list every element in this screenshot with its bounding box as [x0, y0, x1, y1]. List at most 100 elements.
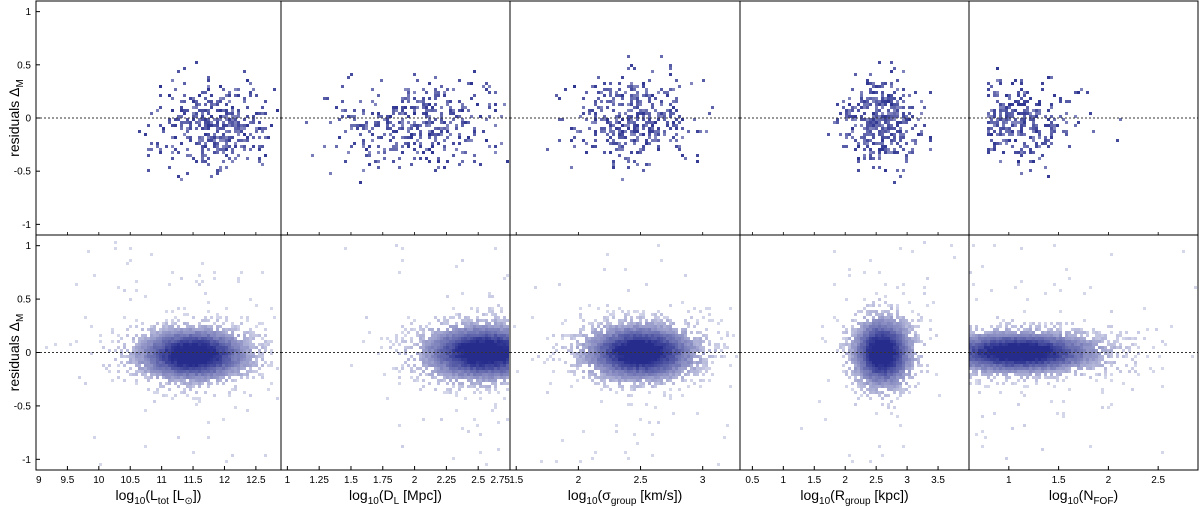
density-bin: [627, 367, 630, 370]
data-bin: [473, 160, 476, 163]
data-bin: [657, 130, 660, 133]
density-bin: [603, 334, 606, 337]
data-bin: [234, 130, 237, 133]
data-bin: [195, 127, 198, 130]
data-bin: [243, 127, 246, 130]
density-bin: [464, 376, 467, 379]
data-bin: [377, 112, 380, 115]
density-bin: [189, 376, 192, 379]
density-bin: [168, 376, 171, 379]
density-bin: [213, 361, 216, 364]
data-bin: [630, 139, 633, 142]
density-bin: [264, 334, 267, 337]
density-bin: [234, 343, 237, 346]
density-bin: [645, 325, 648, 328]
density-bin: [678, 388, 681, 391]
density-bin: [645, 334, 648, 337]
density-bin: [597, 331, 600, 334]
data-bin: [398, 121, 401, 124]
data-bin: [654, 133, 657, 136]
density-bin: [228, 376, 231, 379]
density-bin: [195, 403, 198, 406]
density-bin: [225, 334, 228, 337]
density-bin: [168, 325, 171, 328]
density-bin: [896, 304, 899, 307]
density-bin: [651, 385, 654, 388]
density-bin: [240, 343, 243, 346]
data-bin: [687, 130, 690, 133]
density-bin: [902, 331, 905, 334]
density-bin: [606, 367, 609, 370]
density-bin: [717, 331, 720, 334]
density-bin: [848, 355, 851, 358]
data-bin: [440, 127, 443, 130]
density-bin: [543, 361, 546, 364]
density-bin: [237, 328, 240, 331]
density-bin: [192, 328, 195, 331]
density-bin: [503, 325, 506, 328]
density-bin: [633, 349, 636, 352]
density-bin: [270, 364, 273, 367]
density-bin: [485, 325, 488, 328]
density-bin: [126, 361, 129, 364]
density-bin: [216, 328, 219, 331]
data-bin: [219, 127, 222, 130]
data-bin: [368, 145, 371, 148]
density-bin: [881, 367, 884, 370]
density-bin: [503, 370, 506, 373]
density-bin: [207, 379, 210, 382]
data-bin: [869, 103, 872, 106]
density-bin: [699, 355, 702, 358]
density-bin: [192, 397, 195, 400]
density-bin: [869, 361, 872, 364]
density-bin: [857, 343, 860, 346]
density-bin: [881, 313, 884, 316]
density-bin: [866, 358, 869, 361]
density-bin: [443, 334, 446, 337]
density-bin: [150, 367, 153, 370]
density-bin: [135, 352, 138, 355]
data-bin: [488, 91, 491, 94]
density-bin: [216, 352, 219, 355]
density-bin: [494, 388, 497, 391]
density-bin: [210, 343, 213, 346]
density-bin: [401, 340, 404, 343]
density-bin: [270, 349, 273, 352]
density-bin: [216, 340, 219, 343]
data-bin: [881, 133, 884, 136]
density-bin: [455, 352, 458, 355]
data-bin: [416, 127, 419, 130]
density-bin: [854, 319, 857, 322]
density-bin: [648, 343, 651, 346]
density-bin: [657, 340, 660, 343]
density-bin: [902, 316, 905, 319]
density-bin: [624, 352, 627, 355]
density-bin: [482, 367, 485, 370]
density-bin: [624, 328, 627, 331]
density-bin: [920, 316, 923, 319]
data-bin: [630, 97, 633, 100]
density-bin: [147, 328, 150, 331]
density-bin: [419, 334, 422, 337]
density-bin: [455, 364, 458, 367]
density-bin: [467, 328, 470, 331]
density-bin: [660, 382, 663, 385]
density-bin: [603, 355, 606, 358]
density-bin: [657, 370, 660, 373]
density-bin: [627, 394, 630, 397]
density-bin: [621, 358, 624, 361]
data-bin: [887, 130, 890, 133]
density-bin: [261, 337, 264, 340]
density-bin: [156, 340, 159, 343]
data-bin: [663, 115, 666, 118]
data-bin: [246, 124, 249, 127]
density-bin: [600, 355, 603, 358]
density-bin: [573, 334, 576, 337]
density-bin: [210, 328, 213, 331]
density-bin: [165, 349, 168, 352]
density-bin: [213, 331, 216, 334]
density-bin: [473, 367, 476, 370]
data-bin: [210, 139, 213, 142]
density-bin: [609, 346, 612, 349]
density-bin: [467, 430, 470, 433]
